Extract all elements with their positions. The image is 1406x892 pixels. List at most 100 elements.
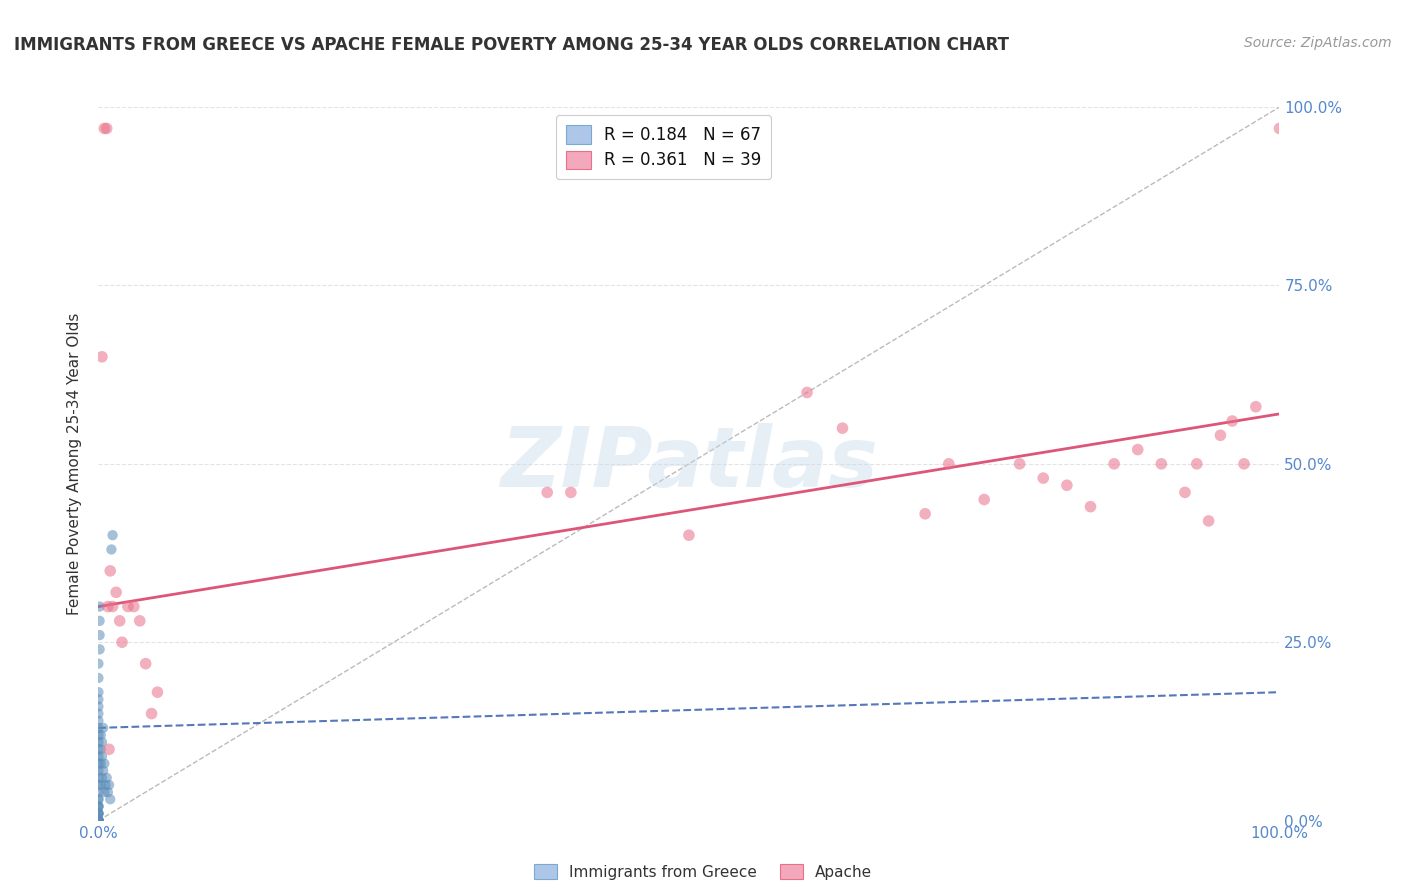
Point [98,742,121,756]
Legend: R = 0.184   N = 67, R = 0.361   N = 39: R = 0.184 N = 67, R = 0.361 N = 39 [555,115,770,179]
Point [87,814,110,828]
Point [1008,457,1031,471]
Point [87,814,110,828]
Point [91,721,114,735]
Point [93,756,115,771]
Point [1185,457,1208,471]
Point [87,814,110,828]
Point [1150,457,1173,471]
Point [90,756,112,771]
Point [135,657,157,671]
Point [1244,400,1267,414]
Point [90,728,112,742]
Point [87,749,110,764]
Point [87,814,110,828]
Point [87,699,110,714]
Point [87,814,110,828]
Point [536,485,558,500]
Point [87,806,110,821]
Point [89,642,111,657]
Point [831,421,853,435]
Point [87,814,110,828]
Point [87,814,110,828]
Point [87,792,110,806]
Point [87,806,110,821]
Point [89,614,111,628]
Point [914,507,936,521]
Point [87,692,110,706]
Point [1233,457,1256,471]
Point [87,771,110,785]
Point [87,814,110,828]
Point [938,457,960,471]
Point [87,756,110,771]
Point [87,814,110,828]
Point [560,485,582,500]
Legend: Immigrants from Greece, Apache: Immigrants from Greece, Apache [529,860,877,884]
Point [122,599,145,614]
Point [91,764,114,778]
Point [87,806,110,821]
Point [93,785,115,799]
Point [101,599,124,614]
Point [91,749,114,764]
Point [87,814,110,828]
Point [101,528,124,542]
Point [111,635,134,649]
Point [1220,414,1243,428]
Point [796,385,818,400]
Point [96,121,118,136]
Y-axis label: Female Poverty Among 25-34 Year Olds: Female Poverty Among 25-34 Year Olds [67,313,83,615]
Point [87,706,110,721]
Point [87,714,110,728]
Point [93,121,115,136]
Point [87,671,110,685]
Point [87,785,110,799]
Point [108,614,131,628]
Point [146,685,169,699]
Point [1056,478,1078,492]
Point [87,806,110,821]
Point [87,728,110,742]
Point [1126,442,1149,457]
Point [1080,500,1102,514]
Point [1198,514,1220,528]
Point [89,599,111,614]
Point [100,542,122,557]
Point [105,585,128,599]
Point [87,814,110,828]
Point [87,814,110,828]
Point [678,528,700,542]
Point [90,742,112,756]
Point [87,814,110,828]
Point [87,721,110,735]
Point [87,814,110,828]
Text: IMMIGRANTS FROM GREECE VS APACHE FEMALE POVERTY AMONG 25-34 YEAR OLDS CORRELATIO: IMMIGRANTS FROM GREECE VS APACHE FEMALE … [14,36,1010,54]
Point [87,742,110,756]
Point [94,778,117,792]
Point [87,799,110,814]
Point [87,799,110,814]
Point [87,735,110,749]
Point [973,492,995,507]
Point [87,799,110,814]
Point [97,599,120,614]
Text: ZIPatlas: ZIPatlas [501,424,877,504]
Point [98,564,121,578]
Point [1032,471,1054,485]
Point [1174,485,1197,500]
Point [128,614,150,628]
Point [1209,428,1232,442]
Point [89,628,111,642]
Point [98,792,121,806]
Point [90,778,112,792]
Point [97,785,120,799]
Point [1102,457,1125,471]
Point [87,814,110,828]
Point [117,599,139,614]
Point [87,778,110,792]
Point [87,685,110,699]
Point [87,657,110,671]
Text: Source: ZipAtlas.com: Source: ZipAtlas.com [1244,36,1392,50]
Point [98,778,121,792]
